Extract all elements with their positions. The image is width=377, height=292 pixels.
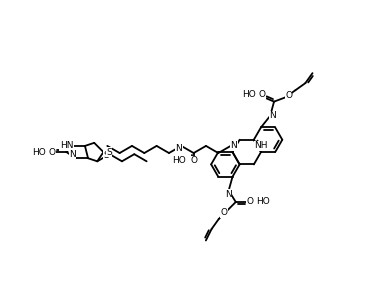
Text: N: N xyxy=(230,141,237,150)
Text: O: O xyxy=(258,90,265,99)
Text: S: S xyxy=(106,147,112,157)
Text: N: N xyxy=(225,190,232,199)
Text: N: N xyxy=(269,111,276,120)
Text: S: S xyxy=(104,151,109,160)
Text: O: O xyxy=(247,197,254,206)
Text: N: N xyxy=(69,150,76,159)
Text: HO: HO xyxy=(172,156,186,165)
Text: O: O xyxy=(49,147,55,157)
Text: O: O xyxy=(221,208,228,217)
Text: HO: HO xyxy=(242,90,256,99)
Text: HO: HO xyxy=(32,147,46,157)
Text: O: O xyxy=(285,91,292,100)
Text: HN: HN xyxy=(60,141,73,150)
Text: O: O xyxy=(190,156,197,165)
Text: N: N xyxy=(176,144,182,153)
Text: HO: HO xyxy=(256,197,270,206)
Text: NH: NH xyxy=(254,141,268,150)
